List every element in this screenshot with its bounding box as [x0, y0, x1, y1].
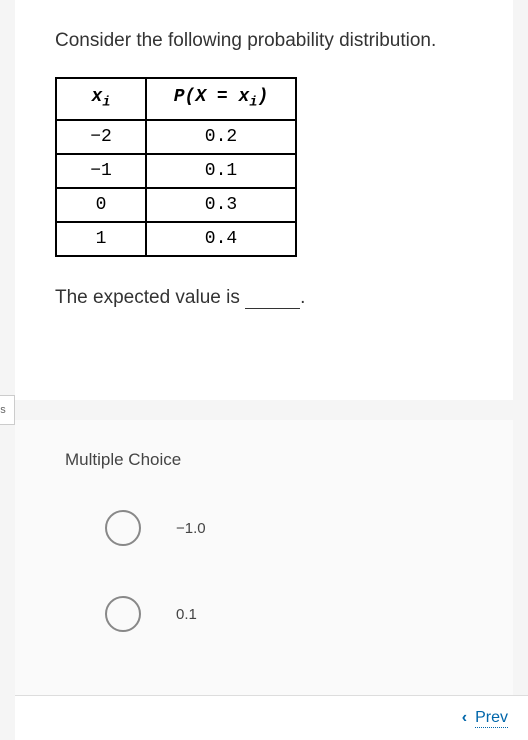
probability-table: xi P(X = xi) −2 0.2 −1 0.1 0 0.3 1	[55, 77, 297, 257]
radio-button[interactable]	[105, 510, 141, 546]
cell-x: −2	[56, 120, 146, 154]
table-row: −2 0.2	[56, 120, 296, 154]
prev-button[interactable]: Prev	[475, 709, 508, 728]
header-x-main: x	[92, 87, 103, 107]
option-row[interactable]: 0.1	[105, 596, 463, 632]
bottom-nav: ‹ Prev	[15, 695, 528, 740]
cell-p: 0.2	[146, 120, 296, 154]
multiple-choice-heading: Multiple Choice	[65, 450, 463, 470]
table-header-row: xi P(X = xi)	[56, 78, 296, 120]
option-label: 0.1	[176, 606, 197, 623]
cell-x: −1	[56, 154, 146, 188]
answer-section: Multiple Choice −1.0 0.1	[15, 420, 513, 700]
cell-p: 0.1	[146, 154, 296, 188]
radio-button[interactable]	[105, 596, 141, 632]
followup-suffix: .	[300, 287, 305, 308]
table-row: 1 0.4	[56, 222, 296, 256]
cell-x: 0	[56, 188, 146, 222]
option-label: −1.0	[176, 520, 206, 537]
sidebar-tab[interactable]: es	[0, 395, 15, 425]
followup-text: The expected value is .	[55, 287, 473, 309]
header-p-prefix: P(X = x	[174, 87, 250, 107]
question-prompt: Consider the following probability distr…	[55, 30, 473, 52]
cell-p: 0.3	[146, 188, 296, 222]
cell-x: 1	[56, 222, 146, 256]
table-row: 0 0.3	[56, 188, 296, 222]
table-header-p: P(X = xi)	[146, 78, 296, 120]
option-row[interactable]: −1.0	[105, 510, 463, 546]
followup-prefix: The expected value is	[55, 287, 245, 308]
chevron-left-icon: ‹	[462, 709, 467, 727]
fill-in-blank	[245, 308, 300, 309]
header-x-sub: i	[102, 96, 110, 111]
question-card: Consider the following probability distr…	[15, 0, 513, 400]
table-row: −1 0.1	[56, 154, 296, 188]
cell-p: 0.4	[146, 222, 296, 256]
sidebar-tab-label: es	[0, 404, 6, 416]
table-header-x: xi	[56, 78, 146, 120]
header-p-suffix: )	[257, 87, 268, 107]
